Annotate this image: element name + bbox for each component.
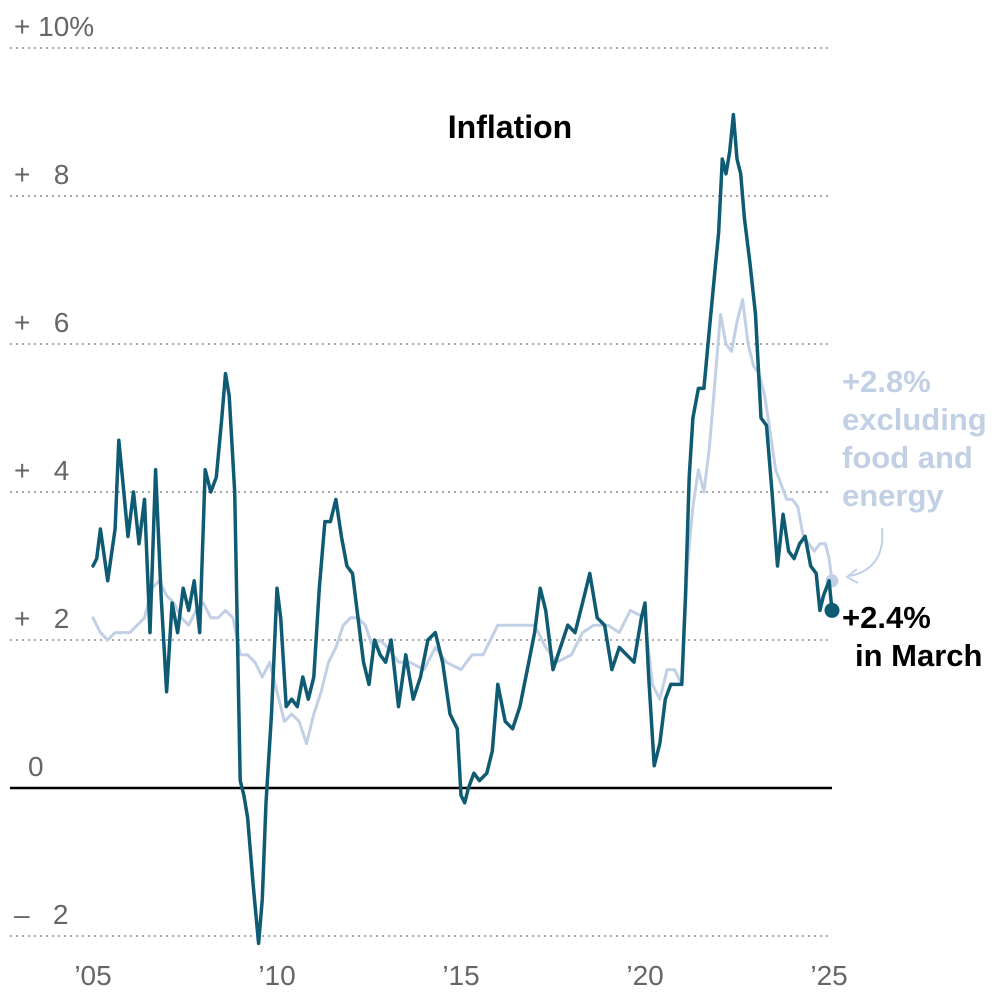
core-annotation-arrow bbox=[849, 527, 884, 577]
headline-series-line bbox=[91, 112, 834, 946]
core-annotation-line: excluding bbox=[842, 402, 987, 437]
y-tick-label: + 6 bbox=[14, 307, 69, 338]
x-tick-label: ’25 bbox=[810, 960, 847, 991]
core-annotation-line: +2.8% bbox=[842, 364, 931, 399]
x-tick-label: ’20 bbox=[626, 960, 663, 991]
y-tick-label: 0 bbox=[28, 751, 44, 782]
core-annotation-line: food and bbox=[842, 440, 973, 475]
x-tick-label: ’10 bbox=[258, 960, 295, 991]
y-tick-label: + 10% bbox=[14, 11, 94, 42]
y-axis-ticks: + 10% + 8 + 6 + 4 + 2 0 – 2 bbox=[14, 11, 94, 930]
y-tick-label: + 4 bbox=[14, 455, 69, 486]
y-tick-label: + 2 bbox=[14, 603, 69, 634]
headline-annotation-line: +2.4% bbox=[842, 600, 931, 635]
chart-title: Inflation bbox=[448, 109, 572, 145]
x-tick-label: ’05 bbox=[74, 960, 111, 991]
core-annotation-arrowhead bbox=[846, 568, 859, 584]
y-tick-label: – 2 bbox=[14, 899, 68, 930]
x-axis-ticks: ’05 ’10 ’15 ’20 ’25 bbox=[74, 960, 847, 991]
x-tick-label: ’15 bbox=[442, 960, 479, 991]
headline-annotation-line: in March bbox=[855, 638, 982, 673]
headline-end-point bbox=[824, 602, 840, 618]
core-series-line bbox=[91, 298, 834, 746]
series-lines bbox=[91, 112, 840, 946]
y-tick-label: + 8 bbox=[14, 159, 69, 190]
core-annotation-line: energy bbox=[842, 478, 944, 513]
